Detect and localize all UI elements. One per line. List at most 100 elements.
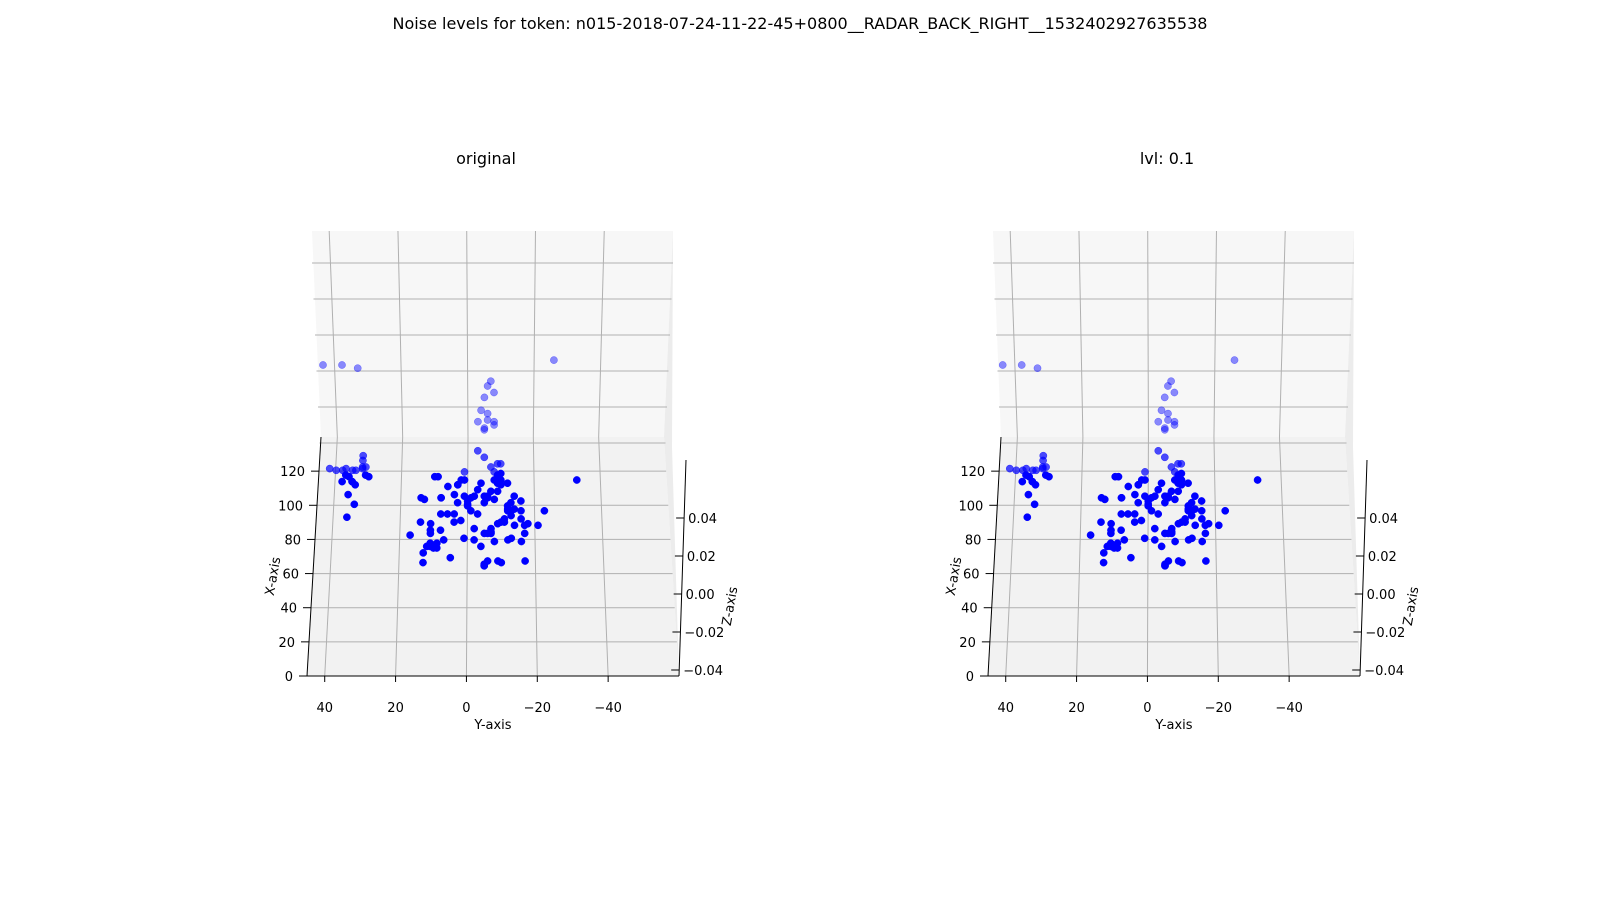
y-axis-label: Y-axis	[473, 718, 511, 733]
data-point	[1191, 492, 1199, 501]
data-point	[426, 529, 435, 538]
data-point	[1201, 529, 1210, 538]
grid-line	[1005, 436, 1018, 677]
data-point	[517, 497, 525, 505]
data-point	[1160, 424, 1169, 432]
data-point	[507, 511, 515, 520]
data-point	[1202, 557, 1210, 565]
data-point	[432, 544, 441, 552]
data-point	[1024, 490, 1033, 499]
data-point	[1198, 537, 1207, 546]
y-tick-label: −40	[1275, 701, 1302, 716]
data-point	[358, 464, 367, 473]
back-pane	[312, 231, 673, 437]
data-point	[493, 487, 502, 496]
data-point	[1198, 515, 1206, 523]
data-point	[1181, 518, 1189, 526]
z-tick-label: 0.00	[686, 588, 715, 603]
data-point	[351, 480, 360, 489]
data-point	[490, 537, 499, 546]
data-point	[1039, 456, 1047, 465]
floor-pane	[307, 437, 679, 676]
data-point	[1157, 542, 1166, 551]
data-point	[480, 424, 489, 432]
data-point	[517, 515, 525, 523]
data-point	[480, 393, 489, 402]
data-point	[1134, 498, 1143, 507]
data-point	[473, 510, 482, 518]
data-point	[521, 557, 529, 565]
y-tick-label: 0	[1143, 701, 1151, 716]
data-point	[1130, 518, 1139, 526]
data-point	[517, 537, 526, 546]
data-point	[325, 464, 334, 473]
data-point	[483, 409, 492, 418]
grid-line	[395, 436, 404, 677]
data-point	[1107, 529, 1115, 538]
data-point	[460, 534, 468, 543]
data-point	[1114, 472, 1123, 481]
y-tick-label: −20	[1205, 701, 1232, 716]
subplot-title: lvl: 0.1	[1140, 149, 1194, 168]
data-point	[338, 477, 346, 486]
data-point	[1170, 417, 1179, 426]
grid-line	[328, 230, 338, 438]
data-point	[1154, 446, 1163, 455]
data-point	[1154, 510, 1163, 518]
data-point	[1157, 479, 1166, 488]
x-tick-label: 20	[278, 636, 295, 651]
data-point	[490, 495, 499, 504]
z-axis-label: Z-axis	[720, 585, 742, 627]
grid-line	[1213, 230, 1217, 438]
data-point	[1214, 521, 1223, 530]
data-point	[503, 479, 512, 488]
data-point	[332, 466, 341, 475]
x-axis-label: X-axis	[263, 556, 285, 597]
data-point	[406, 531, 414, 539]
data-point	[550, 356, 558, 364]
data-point	[467, 506, 475, 515]
data-point	[500, 518, 509, 526]
side-pane	[1345, 231, 1360, 676]
x-tick-label: 60	[963, 568, 980, 583]
data-point	[470, 536, 478, 544]
grid-line	[1278, 230, 1286, 438]
y-tick-label: 20	[1068, 701, 1085, 716]
z-tick-label: −0.02	[684, 626, 724, 641]
data-point	[1174, 519, 1183, 528]
data-point	[1160, 393, 1169, 402]
data-point	[1150, 524, 1159, 533]
data-point	[1086, 531, 1095, 539]
data-point	[540, 506, 549, 515]
data-point	[493, 519, 502, 528]
data-point	[359, 456, 367, 465]
figure-title: Noise levels for token: n015-2018-07-24-…	[392, 14, 1208, 33]
back-pane	[993, 231, 1354, 437]
data-point	[1030, 500, 1039, 509]
data-point	[477, 406, 485, 415]
data-point	[1107, 519, 1115, 528]
data-point	[1100, 495, 1109, 504]
grid-line	[324, 436, 338, 677]
data-point	[453, 480, 462, 489]
x-axis-line	[987, 436, 1002, 677]
data-point	[473, 446, 482, 455]
data-point	[1127, 553, 1135, 562]
grid-line	[397, 230, 404, 438]
x-tick-label: 40	[280, 602, 297, 617]
data-point	[477, 479, 485, 488]
x-tick-label: 120	[960, 465, 985, 480]
data-point	[483, 382, 492, 390]
subplot-title: original	[456, 149, 516, 168]
data-point	[480, 498, 489, 507]
x-tick-label: 20	[959, 636, 976, 651]
grid-line	[1078, 230, 1084, 438]
data-point	[1147, 506, 1156, 515]
data-point	[353, 364, 362, 373]
data-point	[419, 549, 428, 557]
data-point	[1221, 506, 1230, 515]
data-point	[1164, 416, 1172, 424]
data-point	[1097, 518, 1105, 526]
z-tick-label: 0.02	[1368, 550, 1397, 565]
